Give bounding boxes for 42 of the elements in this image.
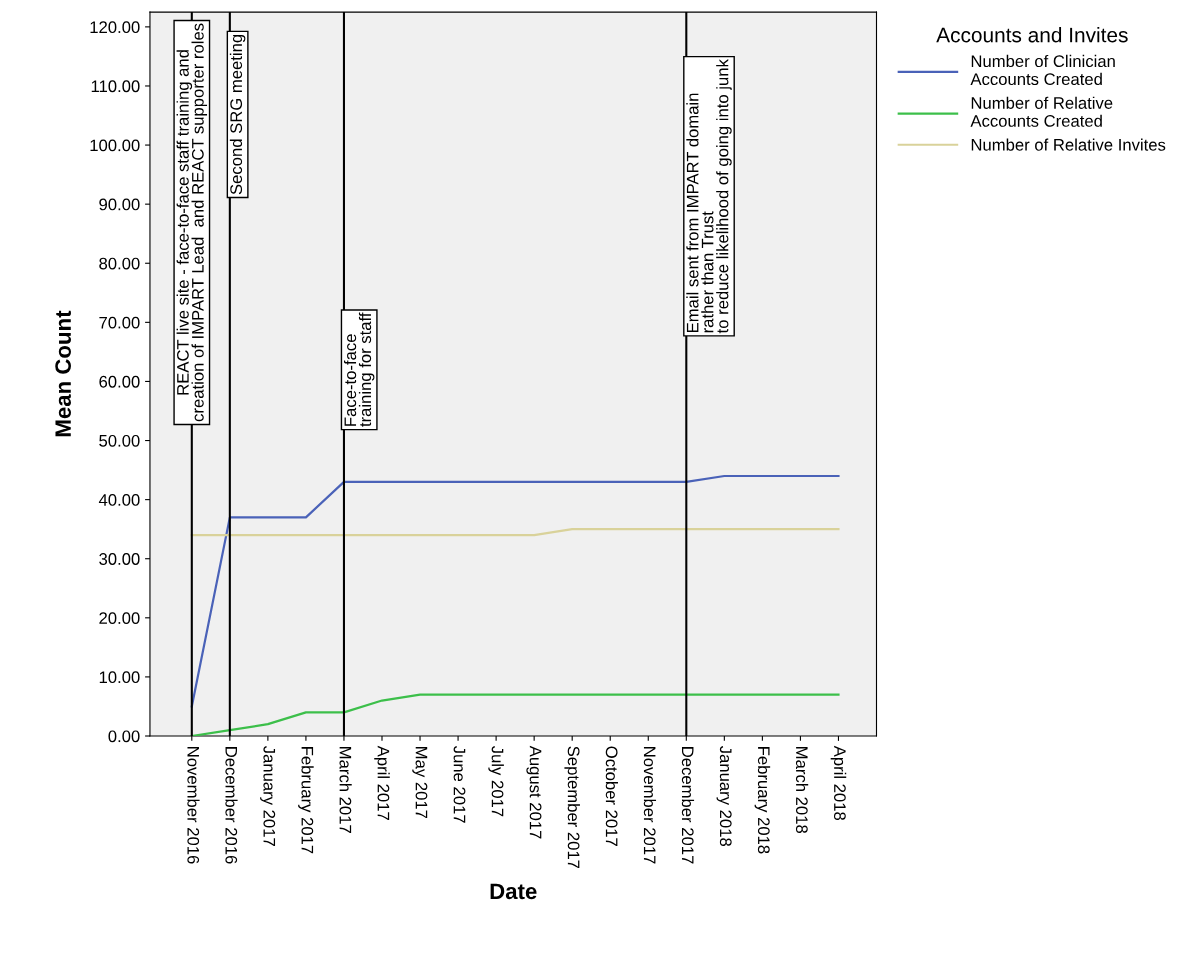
legend-label: Number of Relative Invites (971, 138, 1166, 151)
y-tick-label: 60.00 (99, 375, 140, 388)
ref-line-label: Email sent from IMPART domain rather than Trust to reduce likelihood of going into junk (686, 59, 732, 334)
legend-label: Number of Clinician Accounts Created (970, 54, 1115, 86)
y-tick-label: 10.00 (99, 671, 140, 684)
x-tick-label: September 2017 (564, 746, 580, 869)
y-tick-label: 70.00 (99, 316, 140, 329)
y-tick-label: 90.00 (99, 198, 140, 211)
x-tick-label: November 2016 (187, 747, 200, 864)
x-tick-label: July 2017 (488, 745, 504, 817)
x-tick-label: March 2018 (795, 747, 809, 834)
y-tick-label: 20.00 (99, 612, 140, 625)
y-tick-label: 120.00 (90, 21, 140, 34)
x-tick-label: May 2017 (412, 747, 428, 819)
x-tick-label: December 2016 (225, 747, 238, 864)
x-tick-label: April 2017 (374, 745, 390, 820)
legend-title: Accounts and Invites (936, 27, 1128, 43)
x-tick-label: March 2017 (339, 747, 352, 833)
ref-line-label: Second SRG meeting (229, 34, 246, 195)
y-axis-title: Mean Count (55, 310, 71, 437)
x-tick-label: January 2017 (260, 745, 276, 846)
y-tick-label: 50.00 (99, 434, 140, 447)
ref-line-label: Face-to-face training for staff (343, 312, 375, 427)
line-series (190, 693, 840, 736)
y-tick-label: 100.00 (90, 139, 140, 152)
y-tick-label: 40.00 (98, 494, 140, 506)
y-tick-label: 30.00 (99, 553, 140, 565)
x-tick-label: December 2017 (681, 747, 695, 864)
x-tick-label: February 2018 (754, 747, 771, 854)
x-tick-label: August 2017 (526, 745, 542, 839)
x-tick-label: November 2017 (643, 747, 657, 864)
x-tick-label: April 2018 (830, 745, 847, 821)
legend-label: Number of Relative Accounts Created (970, 96, 1113, 127)
y-tick-label: 80.00 (99, 257, 140, 270)
y-tick-label: 0.00 (108, 730, 140, 743)
x-tick-label: January 2018 (716, 745, 732, 846)
x-axis-title: Date (490, 883, 537, 900)
ref-line-label: REACT live site - face-to-face staff training and creation of IMPART Lead and REACT supporter roles (176, 23, 208, 422)
x-tick-label: June 2017 (453, 745, 466, 823)
x-tick-label: October 2017 (605, 746, 618, 846)
y-tick-label: 110.00 (91, 80, 140, 93)
x-tick-label: February 2017 (298, 747, 314, 854)
